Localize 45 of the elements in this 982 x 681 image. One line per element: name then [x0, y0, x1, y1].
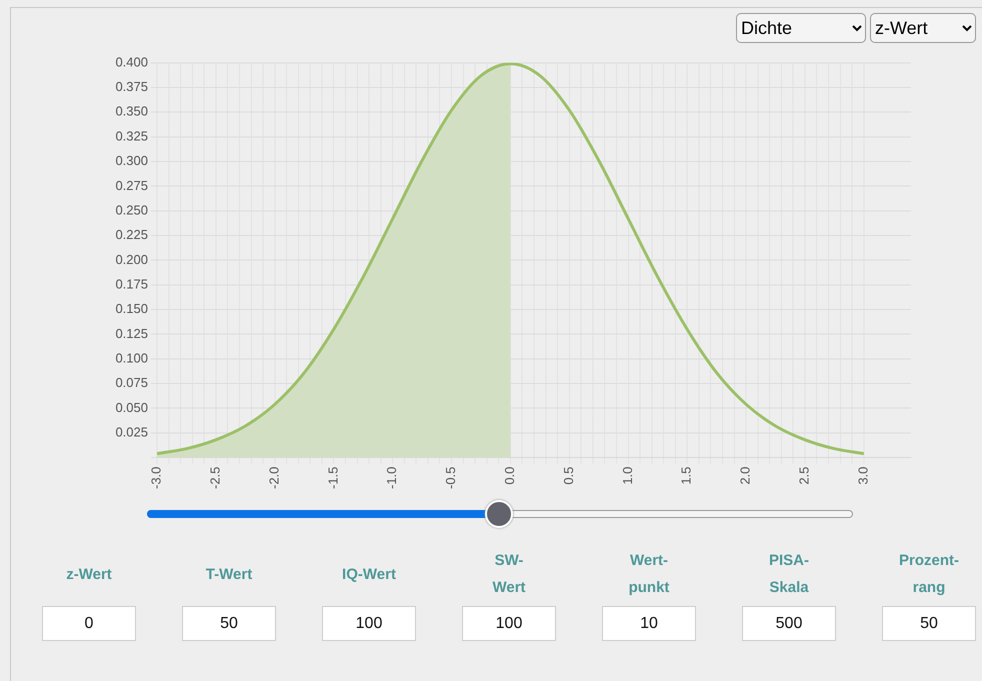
- y-tick-label: 0.025: [115, 424, 148, 440]
- text-field: 100: [322, 606, 416, 641]
- x-tick-label: 1.0: [620, 466, 635, 485]
- y-tick-label: 0.175: [115, 276, 148, 292]
- y-tick-label: 0.400: [115, 54, 148, 70]
- dropdown: Dichte: [736, 13, 866, 43]
- y-tick-label: 0.250: [115, 202, 148, 218]
- x-tick-label: -1.5: [325, 466, 340, 490]
- text: SW-Wert: [491, 551, 527, 598]
- x-tick-label: 0.5: [560, 466, 576, 485]
- y-tick-label: 0.350: [115, 104, 148, 119]
- x-tick-label: -0.5: [443, 466, 458, 490]
- y-tick-label: 0.125: [115, 326, 148, 341]
- text: Prozent-rang: [898, 551, 960, 598]
- text: Wert-punkt: [628, 551, 670, 598]
- y-tick-label: 0.225: [115, 227, 148, 242]
- text-field: 50: [182, 606, 276, 641]
- x-tick-label: 2.0: [738, 466, 753, 485]
- x-tick-label: 0.0: [502, 466, 518, 485]
- x-tick-label: -2.5: [207, 466, 222, 490]
- x-tick-label: 1.5: [678, 466, 694, 485]
- x-tick-label: 2.5: [796, 466, 812, 485]
- text: IQ-Wert: [342, 564, 396, 584]
- x-tick-label: 3.0: [855, 466, 870, 485]
- y-tick-label: 0.100: [115, 350, 148, 366]
- text-field: 50: [882, 606, 976, 641]
- x-tick-label: -3.0: [148, 466, 164, 490]
- y-tick-label: 0.050: [115, 400, 148, 415]
- y-tick-label: 0.325: [115, 128, 148, 144]
- text: PISA-Skala: [768, 551, 810, 598]
- y-tick-label: 0.275: [115, 178, 148, 193]
- text-field: 100: [462, 606, 556, 641]
- y-tick-label: 0.200: [115, 252, 148, 267]
- x-tick-label: -2.0: [266, 466, 282, 490]
- y-tick-label: 0.375: [115, 79, 148, 94]
- text-field: 0: [42, 606, 136, 641]
- text-field: 10: [602, 606, 696, 641]
- y-tick-label: 0.075: [115, 375, 148, 390]
- text-field: 500: [742, 606, 836, 641]
- x-tick-label: -1.0: [384, 466, 400, 490]
- y-tick-label: 0.300: [115, 153, 148, 168]
- y-tick-label: 0.150: [115, 301, 148, 316]
- dropdown: z-Wert: [870, 13, 976, 43]
- text: T-Wert: [206, 564, 252, 584]
- text: z-Wert: [66, 564, 112, 584]
